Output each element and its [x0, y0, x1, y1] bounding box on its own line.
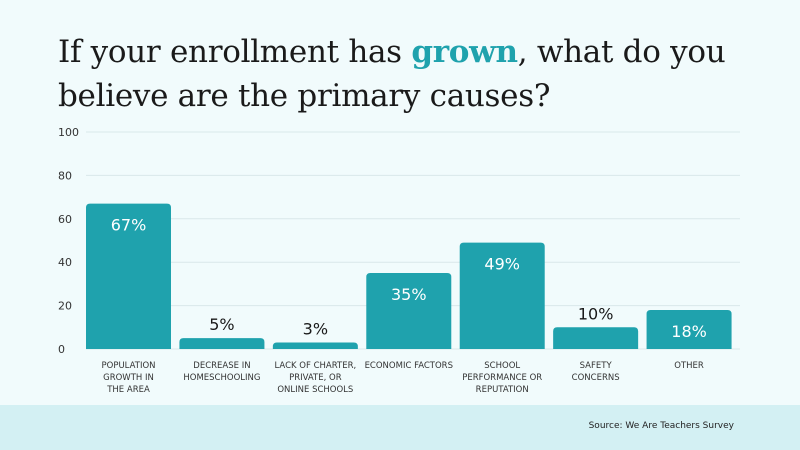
data-label: 10% — [578, 304, 614, 323]
category-label: OTHER — [674, 361, 704, 371]
category-label: LACK OF CHARTER, PRIVATE, OR ONLINE SCHOOL… — [275, 361, 357, 395]
y-tick-label: 80 — [58, 169, 72, 182]
y-tick-label: 0 — [58, 343, 65, 356]
bar — [646, 309, 732, 349]
footer-band: Source: We Are Teachers Survey — [0, 405, 800, 450]
y-tick-label: 100 — [58, 126, 79, 139]
category-label: POPULATION GROWTH IN THE AREA — [102, 361, 156, 395]
category-label: ECONOMIC FACTORS — [365, 361, 453, 371]
category-label: DECREASE IN HOMESCHOOLING — [183, 361, 260, 383]
bar — [272, 342, 358, 349]
chart-title: If your enrollment has grown, what do yo… — [58, 30, 758, 118]
data-label: 5% — [209, 315, 234, 334]
bar — [553, 327, 639, 349]
bar — [459, 242, 545, 349]
y-tick-label: 60 — [58, 213, 72, 226]
source-note: Source: We Are Teachers Survey — [588, 421, 734, 431]
title-before: If your enrollment has — [58, 34, 412, 70]
bar — [86, 203, 171, 349]
title-after: , what do you believe are the primary ca… — [58, 34, 726, 114]
bar — [179, 338, 265, 349]
data-label: 35% — [391, 285, 427, 304]
category-label: SCHOOL PERFORMANCE OR REPUTATION — [462, 361, 542, 395]
y-tick-label: 20 — [58, 300, 72, 313]
data-label: 18% — [671, 322, 707, 341]
y-tick-label: 40 — [58, 256, 72, 269]
bar — [366, 273, 452, 349]
title-highlight: grown — [411, 34, 518, 70]
data-label: 67% — [111, 216, 147, 235]
data-label: 49% — [484, 255, 520, 274]
data-label: 3% — [303, 319, 328, 338]
bar-chart: 0 20 40 60 80 100 67% POPULATION GROWTH IN THE AR… — [58, 126, 740, 395]
category-label: SAFETY CONCERNS — [572, 361, 620, 383]
